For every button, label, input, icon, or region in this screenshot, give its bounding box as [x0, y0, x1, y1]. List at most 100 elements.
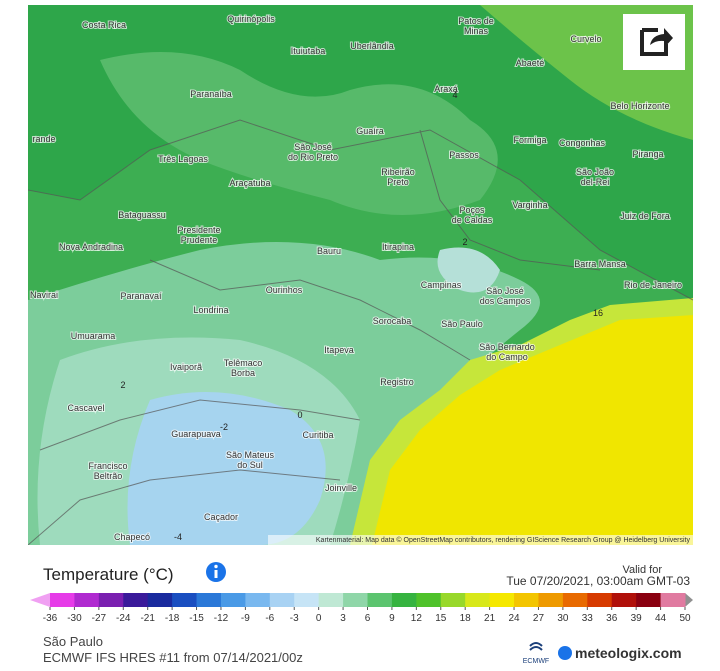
- ecmwf-text: ECMWF: [523, 658, 549, 665]
- city-label: Rio de Janeiro: [624, 280, 682, 290]
- colorbar-tick-label: -15: [189, 613, 204, 624]
- city-label: Ribeirão: [381, 167, 415, 177]
- colorbar-segment: [245, 593, 271, 607]
- city-label: Ourinhos: [266, 285, 303, 295]
- city-label: Itapeva: [324, 345, 354, 355]
- ecmwf-logo: ECMWF: [523, 642, 549, 665]
- colorbar-segment: [74, 593, 100, 607]
- city-label: Patos de: [458, 16, 494, 26]
- colorbar-tick-label: 39: [631, 613, 643, 624]
- colorbar-tick-label: 44: [655, 613, 667, 624]
- valid-label: Valid for: [622, 564, 662, 576]
- city-label: Navirai: [30, 290, 58, 300]
- city-label: São José: [486, 286, 524, 296]
- city-label: Cascavel: [67, 403, 104, 413]
- city-label: Minas: [464, 26, 489, 36]
- colorbar-segment: [538, 593, 564, 607]
- city-label: São João: [576, 167, 614, 177]
- city-label: do Sul: [237, 460, 263, 470]
- city-label: Piranga: [632, 149, 663, 159]
- colorbar-tick-label: 33: [582, 613, 594, 624]
- city-label: Araçatuba: [229, 178, 270, 188]
- colorbar-tick-label: -36: [43, 613, 58, 624]
- contour-label: 2: [462, 237, 467, 247]
- city-label: Telêmaco: [224, 358, 263, 368]
- city-label: Três Lagoas: [158, 154, 208, 164]
- colorbar-segment: [391, 593, 417, 607]
- colorbar-segment: [196, 593, 222, 607]
- city-label: do Rio Preto: [288, 152, 338, 162]
- colorbar-tick-label: 18: [460, 613, 472, 624]
- city-label: Umuarama: [71, 331, 116, 341]
- city-label: Varginha: [512, 200, 547, 210]
- city-label: Poços: [459, 205, 485, 215]
- city-label: Belo Horizonte: [610, 101, 669, 111]
- city-label: Guarapuava: [171, 429, 221, 439]
- city-label: Juiz de Fora: [620, 211, 670, 221]
- city-label: Bataguassu: [118, 210, 166, 220]
- colorbar-tick-label: 24: [508, 613, 520, 624]
- colorbar-tick-label: -30: [67, 613, 82, 624]
- city-label: Paranavaí: [120, 291, 162, 301]
- city-label: de Caldas: [452, 215, 493, 225]
- colorbar-segment: [318, 593, 344, 607]
- colorbar-tick-label: 21: [484, 613, 496, 624]
- colorbar-segment: [50, 593, 75, 607]
- city-label: Borba: [231, 368, 255, 378]
- contour-label: 4: [452, 90, 457, 100]
- city-label: Caçador: [204, 512, 238, 522]
- city-label: Chapecó: [114, 532, 150, 542]
- colorbar-segment: [269, 593, 295, 607]
- colorbar: -36 -30 -27 -24 -21 -18 -15 -12 -9 -6 -3 0 3 6 9 12 15 18…: [30, 593, 693, 624]
- colorbar-segment: [416, 593, 442, 607]
- colorbar-tick-label: -6: [265, 613, 274, 624]
- location: São Paulo: [43, 634, 103, 649]
- colorbar-tick-label: 6: [365, 613, 371, 624]
- city-label: São José: [294, 142, 332, 152]
- city-label: Curitiba: [302, 430, 333, 440]
- city-label: Nova Andradina: [59, 242, 123, 252]
- city-label: Preto: [387, 177, 409, 187]
- colorbar-segment: [98, 593, 124, 607]
- colorbar-tick-label: -3: [290, 613, 299, 624]
- colorbar-tick-label: -27: [92, 613, 107, 624]
- brand[interactable]: meteologix.com: [575, 645, 682, 661]
- contour-label: 16: [593, 308, 603, 318]
- city-label: Registro: [380, 377, 414, 387]
- brand-icon: [558, 646, 572, 660]
- city-label: Prudente: [181, 235, 218, 245]
- contour-label: -4: [174, 532, 182, 542]
- city-label: Costa Rica: [82, 20, 126, 30]
- city-label: Araxá: [434, 84, 458, 94]
- colorbar-tick-label: -18: [165, 613, 180, 624]
- colorbar-tick-label: -24: [116, 613, 131, 624]
- city-label: Congonhas: [559, 138, 606, 148]
- colorbar-segment: [147, 593, 173, 607]
- colorbar-tick-label: 50: [679, 613, 691, 624]
- colorbar-tick-label: 30: [557, 613, 569, 624]
- share-button[interactable]: [623, 14, 685, 70]
- city-label: Abaeté: [516, 58, 545, 68]
- colorbar-tick-label: -9: [241, 613, 250, 624]
- colorbar-arrow-right: [685, 593, 693, 607]
- city-label: dos Campos: [480, 296, 531, 306]
- colorbar-tick-label: 15: [435, 613, 447, 624]
- city-label: Itirapina: [382, 242, 414, 252]
- city-label: Sorocaba: [373, 316, 412, 326]
- info-icon[interactable]: [206, 562, 226, 582]
- city-label: Paranaíba: [190, 89, 232, 99]
- city-label: Presidente: [177, 225, 220, 235]
- colorbar-segment: [220, 593, 246, 607]
- city-label: Guaíra: [356, 126, 384, 136]
- colorbar-segment: [123, 593, 149, 607]
- colorbar-segment: [611, 593, 637, 607]
- city-label: do Campo: [486, 352, 528, 362]
- colorbar-tick-label: 36: [606, 613, 618, 624]
- model-run: ECMWF IFS HRES #11 from 07/14/2021/00z: [43, 650, 303, 665]
- city-label: del-Rei: [581, 177, 610, 187]
- attribution: Kartenmaterial: Map data © OpenStreetMap…: [316, 536, 691, 544]
- colorbar-tick-label: -21: [140, 613, 155, 624]
- colorbar-segment: [636, 593, 662, 607]
